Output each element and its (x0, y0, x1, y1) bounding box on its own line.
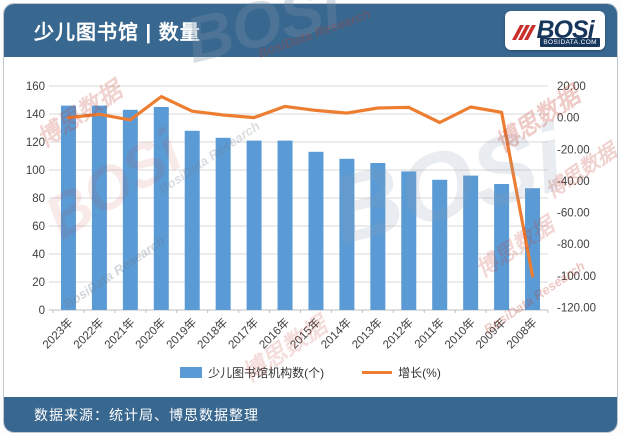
left-axis-tick-label: 80 (32, 193, 45, 205)
x-axis-label: 2016年 (256, 315, 292, 351)
bar (525, 188, 541, 310)
x-axis-label: 2017年 (225, 315, 261, 351)
bar (153, 107, 169, 310)
data-source-text: 数据来源：统计局、博思数据整理 (34, 406, 259, 423)
left-axis-tick-label: 160 (26, 81, 45, 93)
bar (246, 140, 262, 310)
bosi-logo: BOSi BOSIDATA.COM (505, 11, 605, 50)
legend-bars-label: 少儿图书馆机构数(个) (208, 365, 325, 380)
x-axis-label: 2022年 (70, 315, 106, 351)
x-axis-label: 2019年 (163, 315, 199, 351)
bar-series-swatch (180, 366, 203, 378)
logo-stripes-icon (512, 25, 537, 40)
right-axis-tick-label: -100.00 (557, 271, 596, 283)
x-axis-label: 2021年 (101, 315, 137, 351)
right-axis-tick-label: 20.00 (557, 81, 586, 93)
legend-item-bars: 少儿图书馆机构数(个) (180, 364, 324, 381)
chart-area: 0 20 40 60 80 100 120 140 160 20.00 0.00 -20.00 -40.… (4, 57, 617, 397)
bar (463, 175, 479, 310)
growth-line (66, 94, 535, 278)
chart-legend: 少儿图书馆机构数(个) 增长(%) (4, 357, 617, 387)
x-axis-label: 2009年 (473, 315, 509, 351)
bar (122, 109, 138, 310)
bar (91, 105, 107, 310)
bar-line-chart: 0 20 40 60 80 100 120 140 160 20.00 0.00 -20.00 -40.… (26, 81, 596, 351)
x-axis-label: 2008年 (504, 315, 540, 351)
bar (401, 171, 417, 310)
x-axis-label: 2014年 (318, 315, 354, 351)
right-axis-tick-label: -120.00 (557, 303, 596, 315)
x-axis-label: 2020年 (132, 315, 168, 351)
chart-header: 少儿图书馆 | 数量 BOSi BOSIDATA.COM (4, 4, 617, 57)
source-footer: 数据来源：统计局、博思数据整理 (4, 397, 617, 432)
page-title: 少儿图书馆 | 数量 (34, 22, 201, 44)
bar (370, 163, 386, 310)
x-axis-label: 2010年 (442, 315, 478, 351)
left-axis-tick-label: 40 (32, 249, 45, 261)
bar (432, 179, 448, 310)
legend-line-label: 增长(%) (398, 365, 441, 380)
x-axis-label: 2012年 (380, 315, 416, 351)
left-axis-tick-label: 60 (32, 221, 45, 233)
logo-domain-label: BOSIDATA.COM (540, 38, 600, 47)
bar (215, 137, 231, 310)
right-axis-tick-label: -40.00 (557, 176, 590, 188)
bar (277, 140, 293, 310)
x-axis-label: 2011年 (411, 315, 447, 351)
bar (60, 105, 76, 310)
bar (308, 151, 324, 310)
line-series-swatch (362, 370, 393, 374)
legend-item-line: 增长(%) (362, 364, 441, 381)
right-axis-tick-label: -20.00 (557, 144, 590, 156)
x-axis-label: 2015年 (287, 315, 323, 351)
x-axis-label: 2023年 (39, 315, 75, 351)
right-axis-tick-label: 0.00 (557, 113, 579, 125)
report-card: 少儿图书馆 | 数量 BOSi BOSIDATA.COM 0 20 40 60 80 10… (3, 3, 618, 433)
left-axis-tick-label: 20 (32, 277, 45, 289)
left-axis-tick-label: 0 (39, 305, 45, 317)
bar (184, 130, 200, 310)
left-axis-tick-label: 100 (26, 165, 45, 177)
bar (494, 184, 510, 310)
x-axis-label: 2018年 (194, 315, 230, 351)
right-axis-tick-label: -80.00 (557, 239, 590, 251)
left-axis-tick-label: 140 (26, 109, 45, 121)
left-axis-tick-label: 120 (26, 137, 45, 149)
bar (339, 158, 355, 310)
right-axis-tick-label: -60.00 (557, 208, 590, 220)
x-axis-label: 2013年 (349, 315, 385, 351)
